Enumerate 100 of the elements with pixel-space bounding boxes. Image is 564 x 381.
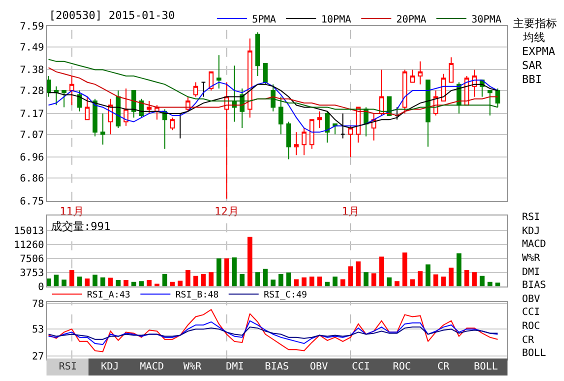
bar [62,280,66,286]
legend-label: 30PMA [471,14,502,26]
candlestick [441,73,446,102]
bar [379,256,384,286]
legend-label: RSI_A:43 [87,290,130,301]
candlestick [426,80,430,148]
candlestick [317,110,322,129]
y-tick-label: 78 [32,298,44,310]
candlestick [162,108,168,150]
text: MACD [140,362,164,372]
candlestick [448,56,454,83]
bar [340,279,346,286]
candlestick [332,123,338,135]
legend-label: RSI_C:49 [264,290,308,301]
y-tick-label: 7.38 [20,65,44,76]
y-tick-label: 6.86 [20,173,44,184]
bar [364,272,368,286]
bar [371,273,376,286]
bar [464,270,470,286]
bar [124,280,128,286]
y-tick-label: 15013 [14,226,44,238]
bar [92,274,98,286]
legend-label: 10PMA [321,14,352,26]
bar [270,280,276,286]
candlestick [418,60,423,85]
bar [84,278,90,286]
bar [278,274,284,286]
candlestick [69,75,74,106]
candlestick [488,90,492,116]
bar [240,274,245,286]
y-tick-label: 6.75 [20,196,44,208]
y-tick-label: 11260 [14,240,44,251]
bar [356,261,361,286]
bar [69,270,74,286]
bar [77,276,82,286]
candlestick [193,82,198,98]
candlestick [286,121,292,160]
y-tick-label: 53 [32,324,44,336]
text: BOLL [522,348,546,359]
text: CCI [522,307,540,318]
bar [418,271,423,286]
y-tick-label: 7.17 [20,108,44,120]
line-series [48,58,498,112]
text: OBV [522,294,540,305]
bar [255,272,260,286]
candlestick [302,128,306,156]
candlestick [294,132,299,156]
text: W%R [522,253,542,264]
bar [348,266,353,286]
legend-label: 20PMA [396,14,426,26]
candlestick [232,65,237,122]
bar [178,280,183,286]
bar [216,258,222,286]
candlestick [62,90,66,108]
bar [286,272,292,286]
chart-title: [200530] 2015-01-30 [49,9,175,22]
candlestick [100,112,106,146]
bar [247,236,252,286]
bar [302,277,307,286]
text: BIAS [522,280,546,291]
text: W%R [183,362,202,372]
bar [139,281,144,286]
bar [201,274,206,286]
line-series [48,320,498,346]
y-tick-label: 7.49 [20,42,44,54]
candlestick [255,32,260,76]
text: DMI [522,267,540,278]
bar [47,278,51,286]
candlestick [216,54,222,89]
bar [332,276,338,286]
candlestick [262,63,268,85]
bar [456,253,462,286]
text: ROC [392,362,411,372]
text: KDJ [100,362,119,372]
text: 均线 [522,31,545,44]
y-tick-label: 0 [38,282,44,293]
line-series [48,67,498,116]
text: BIAS [264,362,289,372]
y-tick-label: 7.28 [20,86,44,98]
text: CR [522,335,536,346]
candlestick [201,82,206,98]
y-tick-label: 7506 [20,254,44,265]
candlestick [84,96,90,120]
bar [208,272,214,286]
bar [441,276,446,286]
text: KDJ [522,226,540,237]
candlestick [92,98,98,137]
text: DMI [226,362,244,372]
candlestick [309,119,314,150]
bar [294,279,299,286]
candlestick [77,90,82,112]
bar [262,268,268,286]
bar [170,282,175,286]
line-series [48,309,498,352]
text: CR [437,362,450,372]
candlestick [278,96,284,135]
candlestick [248,38,252,118]
bar [162,274,168,286]
bar [448,268,454,286]
line-series [48,326,498,340]
